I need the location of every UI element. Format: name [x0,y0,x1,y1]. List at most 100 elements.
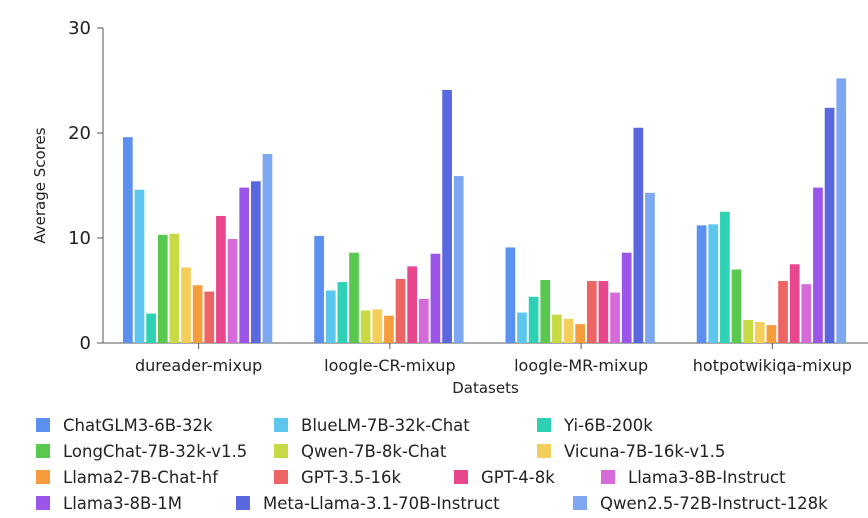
legend-label: Llama2-7B-Chat-hf [63,467,219,487]
chart-area: 0 10 20 30 dureader-mixup loogle-CR-mixup loo… [31,18,868,397]
legend-label: Llama3-8B-1M [63,493,183,513]
legend-item[interactable]: GPT-3.5-16k [274,468,454,487]
bar[interactable] [801,284,812,343]
bar[interactable] [708,224,719,343]
bar[interactable] [157,234,168,343]
bars [123,78,847,344]
legend-label: GPT-3.5-16k [301,467,401,487]
bar[interactable] [337,282,348,343]
bar[interactable] [407,266,418,343]
bar[interactable] [696,225,707,343]
legend-item[interactable]: LongChat-7B-32k-v1.5 [36,442,274,461]
bar[interactable] [360,310,371,343]
legend-label: Qwen-7B-8k-Chat [301,441,447,461]
legend-item[interactable]: ChatGLM3-6B-32k [36,416,274,435]
bar[interactable] [633,127,644,343]
legend-swatch [274,444,288,458]
bar[interactable] [540,280,551,343]
legend-swatch [36,444,50,458]
bar[interactable] [789,264,800,343]
legend-row: Llama3-8B-1M Meta-Llama-3.1-70B-Instruct… [36,490,868,516]
bar[interactable] [610,292,620,343]
legend-swatch [36,418,50,432]
bar[interactable] [731,269,742,344]
legend-swatch [573,496,587,510]
bar[interactable] [824,107,835,343]
legend-label: Meta-Llama-3.1-70B-Instruct [263,493,500,513]
x-tick-label: loogle-CR-mixup [324,356,455,375]
bar[interactable] [598,281,609,343]
y-tick-label: 30 [68,18,91,39]
bar[interactable] [123,137,133,343]
x-tick-label: loogle-MR-mixup [514,356,648,375]
legend-swatch [537,418,551,432]
bar[interactable] [442,89,452,343]
legend-item[interactable]: Meta-Llama-3.1-70B-Instruct [236,494,573,513]
bar[interactable] [325,290,336,344]
bar[interactable] [134,189,145,343]
y-axis-ticks: 0 10 20 30 [68,18,103,354]
bar[interactable] [314,235,324,343]
bar[interactable] [395,278,406,343]
legend-swatch [537,444,551,458]
legend-item[interactable]: GPT-4-8k [454,468,601,487]
bar[interactable] [621,252,632,343]
legend-label: Llama3-8B-Instruct [628,467,786,487]
bar[interactable] [169,233,180,343]
x-axis-label: Datasets [452,379,519,397]
bar[interactable] [766,325,777,343]
bar[interactable] [528,296,539,343]
y-tick-label: 10 [68,228,91,249]
bar[interactable] [645,192,655,343]
bar[interactable] [181,267,191,343]
legend-swatch [274,418,288,432]
legend-label: ChatGLM3-6B-32k [63,415,213,435]
bar[interactable] [453,176,464,343]
legend-item[interactable]: Llama2-7B-Chat-hf [36,468,274,487]
bar[interactable] [836,78,847,344]
legend-row: ChatGLM3-6B-32k BlueLM-7B-32k-Chat Yi-6B… [36,412,868,438]
bar[interactable] [575,324,586,343]
y-tick-label: 0 [80,333,91,354]
x-tick-label: hotpotwikiqa-mixup [693,356,852,375]
bar[interactable] [372,309,383,343]
y-axis-label: Average Scores [31,127,49,243]
bar[interactable] [505,247,516,343]
bar[interactable] [743,319,753,343]
bar[interactable] [227,239,238,343]
bar[interactable] [204,291,215,343]
bar[interactable] [262,154,273,343]
legend-label: BlueLM-7B-32k-Chat [301,415,470,435]
legend-swatch [601,470,615,484]
bar[interactable] [384,315,394,343]
bar[interactable] [349,252,359,343]
bar[interactable] [418,298,429,343]
bar-chart: 0 10 20 30 dureader-mixup loogle-CR-mixup loo… [31,18,868,397]
bar[interactable] [754,322,765,343]
legend-item[interactable]: Llama3-8B-Instruct [601,468,785,487]
legend-swatch [274,470,288,484]
legend-row: LongChat-7B-32k-v1.5 Qwen-7B-8k-Chat Vic… [36,438,868,464]
bar[interactable] [563,318,574,343]
bar[interactable] [778,281,788,343]
bar[interactable] [239,187,250,343]
legend-item[interactable]: BlueLM-7B-32k-Chat [274,416,537,435]
legend-label: Vicuna-7B-16k-v1.5 [564,441,726,461]
legend-swatch [36,496,50,510]
legend-item[interactable]: Yi-6B-200k [537,416,653,435]
legend-item[interactable]: Qwen-7B-8k-Chat [274,442,537,461]
legend-item[interactable]: Vicuna-7B-16k-v1.5 [537,442,725,461]
bar[interactable] [216,215,226,343]
legend-item[interactable]: Llama3-8B-1M [36,494,236,513]
bar[interactable] [146,313,156,343]
legend-item[interactable]: Qwen2.5-72B-Instruct-128k [573,494,828,513]
bar[interactable] [813,187,823,343]
bar[interactable] [430,253,441,343]
bar[interactable] [517,312,527,343]
bar[interactable] [720,211,730,343]
bar[interactable] [586,281,597,343]
x-tick-label: dureader-mixup [135,356,262,375]
bar[interactable] [250,181,261,343]
bar[interactable] [192,285,203,343]
bar[interactable] [552,314,562,343]
